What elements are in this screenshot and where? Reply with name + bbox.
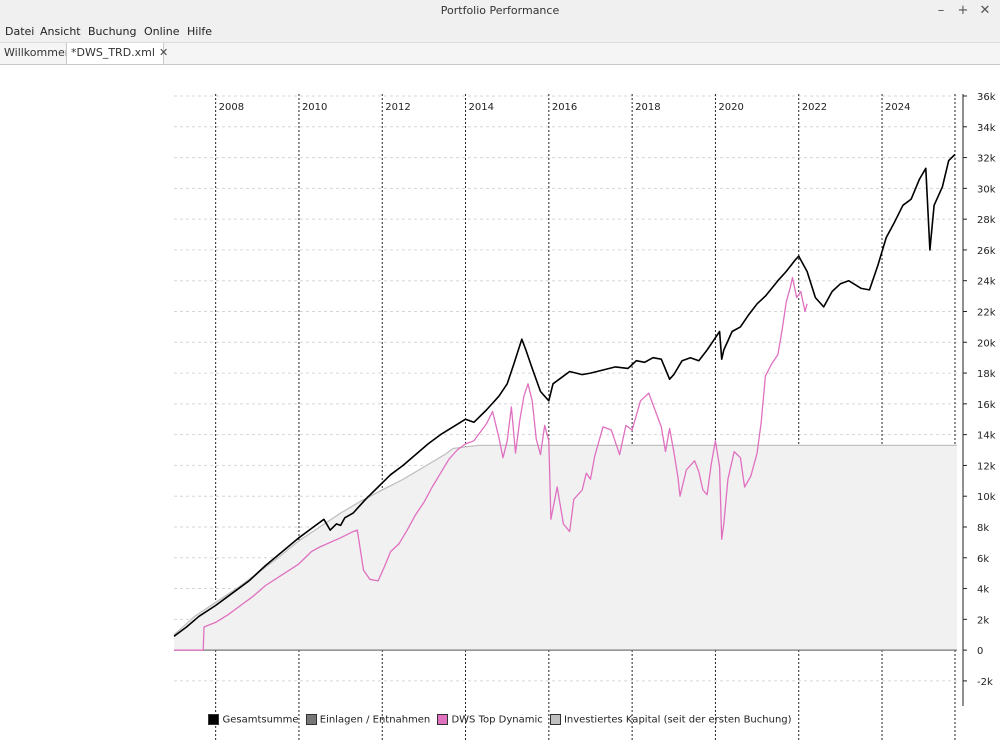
- minimize-button[interactable]: –: [937, 3, 945, 18]
- menu-online[interactable]: Online: [144, 25, 180, 38]
- y-tick-label: 18k: [977, 369, 996, 380]
- legend-item-einlagen[interactable]: Einlagen / Entnahmen: [305, 714, 431, 726]
- tab-willkommen[interactable]: Willkommen: [0, 43, 76, 63]
- legend-label: Investiertes Kapital (seit der ersten Bu…: [563, 714, 792, 726]
- menu-buchung[interactable]: Buchung: [88, 25, 137, 38]
- y-tick-label: 4k: [977, 585, 989, 596]
- y-tick-label: 12k: [977, 461, 996, 472]
- x-tick-label: 2010: [302, 102, 327, 113]
- series-line-dws-top-dynamic: [174, 276, 808, 651]
- menu-hilfe[interactable]: Hilfe: [187, 25, 213, 38]
- legend-swatch: [437, 714, 449, 725]
- legend-label: DWS Top Dynamic: [451, 714, 543, 726]
- close-tab-icon[interactable]: ✕: [158, 46, 169, 59]
- y-tick-label: 34k: [977, 123, 996, 134]
- y-tick-label: 10k: [977, 492, 996, 503]
- chart-legend: Gesamtsumme Einlagen / Entnahmen DWS Top…: [0, 714, 1000, 730]
- legend-item-gesamtsumme[interactable]: Gesamtsumme: [208, 714, 299, 726]
- menu-bar: Datei Ansicht Buchung Online Hilfe: [0, 22, 1000, 43]
- y-tick-label: 20k: [977, 338, 996, 349]
- y-tick-label: 6k: [977, 554, 989, 565]
- legend-swatch: [208, 714, 220, 725]
- x-tick-label: 2016: [552, 102, 577, 113]
- legend-label: Gesamtsumme: [222, 714, 299, 726]
- y-tick-label: 24k: [977, 277, 996, 288]
- x-tick-label: 2022: [802, 102, 827, 113]
- y-tick-label: 36k: [977, 92, 996, 103]
- x-tick-label: 2008: [219, 102, 244, 113]
- title-bar: Portfolio Performance – + ✕: [0, 0, 1000, 22]
- y-tick-label: 22k: [977, 307, 996, 318]
- window-title: Portfolio Performance: [440, 4, 560, 17]
- x-tick-label: 2014: [469, 102, 494, 113]
- tab-dws-trd[interactable]: *DWS_TRD.xml ✕: [66, 43, 168, 64]
- menu-datei[interactable]: Datei: [5, 25, 35, 38]
- x-tick-label: 2024: [885, 102, 910, 113]
- x-tick-label: 2018: [635, 102, 660, 113]
- series-area-investiertes-kapital: [174, 445, 957, 651]
- y-tick-label: 14k: [977, 431, 996, 442]
- legend-swatch: [549, 714, 561, 725]
- chart-canvas[interactable]: 36k 34k 32k 30k 28k 26k 24k 22k 20k 18k 16k 14k 12k 1…: [0, 64, 1000, 741]
- series-line-gesamtsumme: [173, 153, 956, 637]
- x-tick-label: 2012: [385, 102, 410, 113]
- legend-label: Einlagen / Entnahmen: [319, 714, 431, 726]
- y-tick-label: 16k: [977, 400, 996, 411]
- x-tick-label: 2020: [718, 102, 743, 113]
- y-tick-label: -2k: [977, 677, 993, 688]
- legend-item-dws-top-dynamic[interactable]: DWS Top Dynamic: [437, 714, 543, 726]
- legend-swatch: [305, 714, 317, 725]
- close-window-button[interactable]: ✕: [979, 3, 991, 18]
- maximize-button[interactable]: +: [957, 3, 969, 18]
- series-line-investiertes-kapital-seit-der-ersten-buchung: [173, 444, 957, 636]
- y-tick-label: 28k: [977, 215, 996, 226]
- tab-label: Willkommen: [4, 46, 72, 59]
- editor-tab-bar: Willkommen *DWS_TRD.xml ✕: [0, 43, 1000, 65]
- menu-ansicht[interactable]: Ansicht: [40, 25, 81, 38]
- y-tick-label: 30k: [977, 184, 996, 195]
- y-tick-label: 8k: [977, 523, 989, 534]
- y-tick-label: 0: [977, 646, 983, 657]
- y-tick-label: 26k: [977, 246, 996, 257]
- tab-label: *DWS_TRD.xml: [71, 46, 155, 59]
- y-tick-label: 2k: [977, 615, 989, 626]
- legend-item-investiertes-kapital[interactable]: Investiertes Kapital (seit der ersten Bu…: [549, 714, 792, 726]
- y-tick-label: 32k: [977, 154, 996, 165]
- performance-chart[interactable]: 36k 34k 32k 30k 28k 26k 24k 22k 20k 18k 16k 14k 12k 1…: [0, 64, 1000, 741]
